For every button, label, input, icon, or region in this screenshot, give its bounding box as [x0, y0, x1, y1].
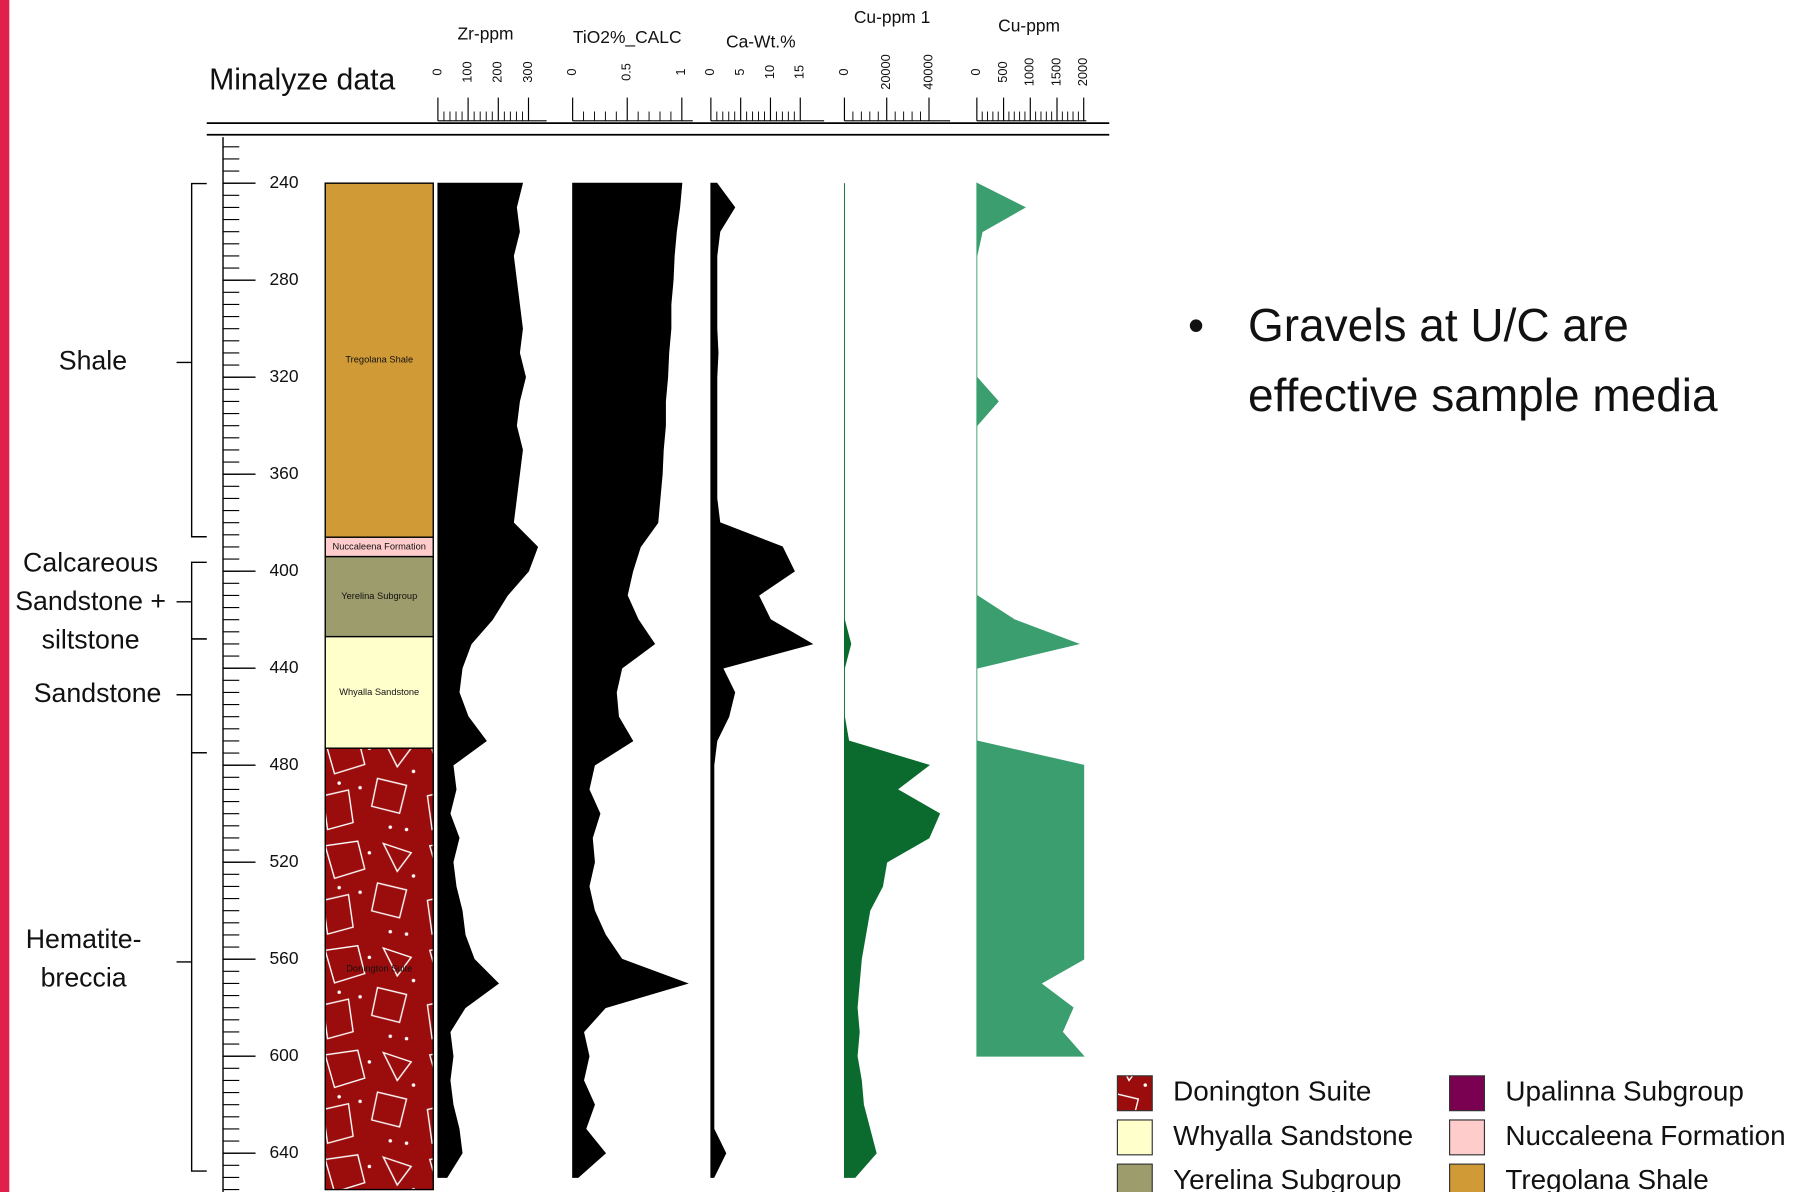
legend-label: Nuccaleena Formation — [1505, 1120, 1785, 1151]
lithology-label: Tregolana Shale — [345, 355, 413, 365]
depth-tick-label: 240 — [269, 172, 298, 192]
legend-swatch — [1117, 1076, 1152, 1111]
lithology-label: Nuccaleena Formation — [333, 541, 426, 551]
track-tick-label: 500 — [995, 61, 1010, 82]
depth-tick-label: 280 — [269, 269, 298, 289]
track-tick-label: 1 — [673, 68, 688, 75]
legend-swatch — [1117, 1120, 1152, 1155]
depth-tick-label: 640 — [269, 1142, 298, 1162]
annotation-label: Hematite- — [26, 924, 142, 954]
legend-swatch — [1450, 1120, 1485, 1155]
log-curve — [977, 183, 1084, 1056]
legend-label: Donington Suite — [1173, 1076, 1371, 1107]
depth-tick-label: 440 — [269, 657, 298, 677]
depth-tick-label: 520 — [269, 851, 298, 871]
bullet-text: Gravels at U/C are effective sample medi… — [1248, 290, 1788, 430]
track-tick-label: 15 — [792, 65, 807, 79]
log-curve — [573, 183, 688, 1177]
track-tick-label: 0 — [968, 68, 983, 75]
track-title: Zr-ppm — [457, 23, 513, 43]
depth-tick-label: 600 — [269, 1045, 298, 1065]
legend-swatch — [1450, 1164, 1485, 1192]
depth-tick-label: 320 — [269, 366, 298, 386]
log-curve — [438, 183, 538, 1177]
track-tick-label: 10 — [762, 65, 777, 79]
annotation-label: Calcareous — [23, 548, 158, 578]
track-tick-label: 200 — [490, 61, 505, 82]
annotation-label: breccia — [41, 962, 127, 992]
legend-swatch — [1450, 1076, 1485, 1111]
bracket — [177, 639, 207, 753]
track-tick-label: 0 — [702, 68, 717, 75]
annotation-label: Shale — [59, 346, 127, 376]
accent-bar — [0, 0, 9, 1192]
track-tick-label: 0.5 — [619, 63, 634, 81]
track-tick-label: 1000 — [1022, 58, 1037, 86]
slide: Minalyze data 24028032036040044048052056… — [0, 0, 1812, 1192]
track-tick-label: 0 — [564, 68, 579, 75]
log-curve — [711, 183, 812, 1177]
lithology-label: Donington Suite — [346, 963, 412, 973]
annotation-label: siltstone — [42, 624, 140, 654]
bracket — [177, 753, 207, 1171]
track-tick-label: 2000 — [1075, 58, 1090, 86]
depth-tick-label: 560 — [269, 948, 298, 968]
legend-label: Tregolana Shale — [1505, 1164, 1708, 1192]
depth-tick-label: 480 — [269, 754, 298, 774]
annotation-label: Sandstone — [34, 678, 162, 708]
legend-label: Upalinna Subgroup — [1505, 1076, 1744, 1107]
bracket — [177, 184, 207, 537]
depth-tick-label: 400 — [269, 560, 298, 580]
slide-title: Minalyze data — [209, 63, 395, 96]
track-tick-label: 0 — [836, 68, 851, 75]
track-title: Cu-ppm — [998, 15, 1060, 35]
depth-tick-label: 360 — [269, 463, 298, 483]
track-title: Ca-Wt.% — [726, 32, 796, 52]
log-curve — [844, 183, 939, 1177]
lithology-label: Yerelina Subgroup — [341, 591, 417, 601]
track-tick-label: 40000 — [920, 54, 935, 90]
page: Minalyze data 24028032036040044048052056… — [0, 0, 1812, 1192]
legend-label: Yerelina Subgroup — [1173, 1164, 1401, 1192]
track-title: Cu-ppm 1 — [854, 7, 930, 27]
track-tick-label: 20000 — [878, 54, 893, 90]
bullet-point: •Gravels at U/C are effective sample med… — [1188, 290, 1788, 430]
track-tick-label: 0 — [429, 68, 444, 75]
track-tick-label: 100 — [459, 61, 474, 82]
track-tick-label: 1500 — [1048, 58, 1063, 86]
lithology-label: Whyalla Sandstone — [339, 687, 419, 697]
legend-swatch — [1117, 1164, 1152, 1192]
track-tick-label: 5 — [732, 68, 747, 75]
track-tick-label: 300 — [520, 61, 535, 82]
legend-label: Whyalla Sandstone — [1173, 1120, 1413, 1151]
bullet-dot: • — [1188, 290, 1248, 430]
annotation-label: Sandstone + — [15, 586, 166, 616]
track-title: TiO2%_CALC — [573, 27, 682, 47]
bracket — [177, 562, 207, 639]
